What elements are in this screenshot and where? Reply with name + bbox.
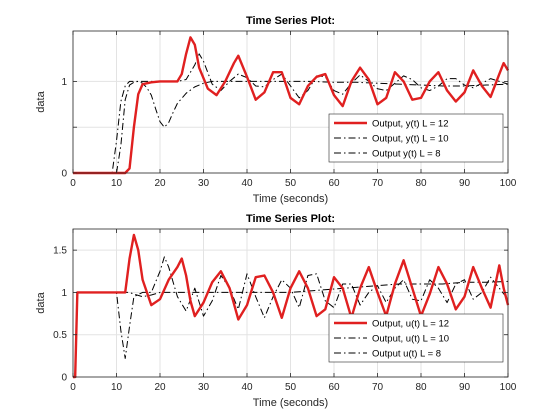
x-tick-label: 10 (111, 382, 123, 393)
x-tick-label: 20 (154, 178, 166, 189)
chart-panel-1: 0 10 20 30 40 50 60 70 80 90 100 0 1 Time Series Plot… (35, 15, 517, 205)
x-tick-label: 30 (198, 178, 210, 189)
x-tick-label: 100 (500, 382, 517, 393)
legend: Output, u(t) L = 12 Output, u(t) L = 10 Ou… (329, 314, 503, 362)
x-tick-label: 40 (241, 178, 253, 189)
legend-label-3: Output y(t) L = 8 (372, 149, 441, 160)
chart-title: Time Series Plot: (246, 15, 335, 27)
x-tick-label: 40 (241, 382, 253, 393)
x-tick-label: 0 (70, 382, 76, 393)
y-tick-label: 0.5 (53, 330, 67, 341)
legend-label-1: Output, u(t) L = 12 (372, 319, 449, 330)
legend-label-1: Output, y(t) L = 12 (372, 119, 448, 130)
chart-panel-2: 0 10 20 30 40 50 60 70 80 90 100 0 0.5 1 1.5 Time Serie… (35, 213, 517, 409)
x-tick-label: 100 (500, 178, 517, 189)
legend: Output, y(t) L = 12 Output, y(t) L = 10 Ou… (329, 114, 503, 162)
x-tick-label: 80 (415, 178, 427, 189)
legend-label-2: Output, u(t) L = 10 (372, 334, 449, 345)
x-tick-label: 90 (459, 178, 471, 189)
y-tick-label: 1 (61, 77, 67, 88)
x-tick-label: 20 (154, 382, 166, 393)
legend-label-2: Output, y(t) L = 10 (372, 134, 448, 145)
x-tick-label: 50 (285, 178, 297, 189)
y-tick-label: 1 (61, 288, 67, 299)
y-axis-label: data (35, 291, 47, 313)
chart-title: Time Series Plot: (246, 213, 335, 225)
x-tick-label: 60 (328, 382, 340, 393)
y-tick-label: 0 (61, 373, 67, 384)
x-tick-label: 30 (198, 382, 210, 393)
legend-label-3: Output u(t) L = 8 (372, 349, 441, 360)
y-tick-label: 1.5 (53, 246, 67, 257)
x-tick-label: 80 (415, 382, 427, 393)
x-tick-label: 0 (70, 178, 76, 189)
x-axis-label: Time (seconds) (253, 397, 328, 409)
x-tick-label: 60 (328, 178, 340, 189)
x-axis-label: Time (seconds) (253, 193, 328, 205)
y-axis-label: data (35, 90, 47, 112)
x-tick-label: 90 (459, 382, 471, 393)
y-tick-label: 0 (61, 169, 67, 180)
x-tick-label: 70 (372, 178, 384, 189)
x-tick-label: 70 (372, 382, 384, 393)
x-tick-label: 50 (285, 382, 297, 393)
x-tick-label: 10 (111, 178, 123, 189)
